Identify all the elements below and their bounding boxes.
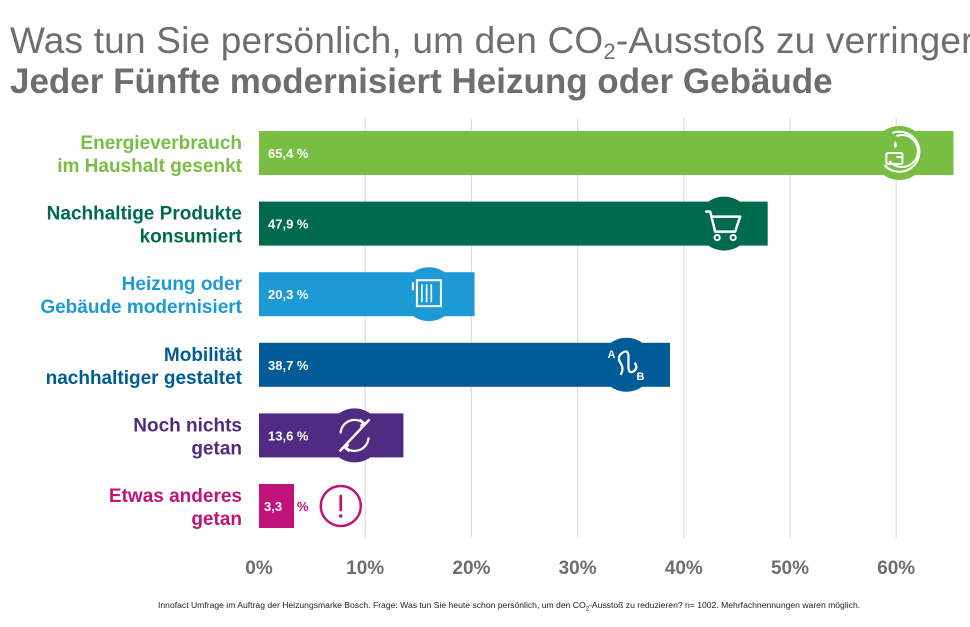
bar-value-label: 3,3: [264, 499, 282, 514]
bar-value-label: 47,9 %: [268, 217, 309, 232]
x-tick-label: 50%: [771, 558, 809, 579]
bar-value-unit: %: [297, 499, 309, 514]
x-tick-label: 40%: [665, 558, 703, 579]
category-label: Energieverbrauch im Haushalt gesenkt: [57, 133, 242, 177]
x-tick-label: 10%: [346, 558, 384, 579]
x-tick-label: 60%: [877, 558, 915, 579]
shopping-cart-icon: [697, 196, 752, 251]
category-label: Etwas anderes getan: [109, 486, 242, 530]
category-label: Nachhaltige Produkte konsumiert: [47, 204, 243, 248]
chart-subtitle: Jeder Fünfte modernisiert Heizung oder G…: [10, 62, 833, 101]
bar-value-label: 38,7 %: [268, 358, 309, 373]
x-tick-label: 30%: [559, 558, 597, 579]
water-energy-icon: [872, 126, 927, 180]
bar: [259, 484, 295, 528]
category-label: Mobilität nachhaltiger gestaltet: [46, 345, 243, 389]
radiator-icon: [401, 267, 456, 322]
x-tick-label: 0%: [245, 558, 273, 579]
svg-text:A: A: [607, 349, 615, 361]
bar: [259, 201, 768, 246]
bar: [259, 131, 954, 175]
bar-value-label: 13,6 %: [268, 428, 309, 443]
exclamation-icon: [319, 484, 363, 528]
bar-value-label: 20,3 %: [268, 287, 309, 302]
svg-text:B: B: [636, 371, 644, 383]
category-label: Noch nichts getan: [133, 415, 242, 459]
bar-value-label: 65,4 %: [268, 146, 309, 161]
no-change-icon: [327, 408, 382, 463]
chart-title: Was tun Sie persönlich, um den CO2-Ausst…: [10, 20, 970, 64]
footnote: Innofact Umfrage im Auftrag der Heizungs…: [158, 600, 861, 613]
category-label: Heizung oder Gebäude modernisiert: [40, 274, 242, 318]
route-a-b-icon: AB: [599, 337, 654, 392]
x-tick-label: 20%: [452, 558, 490, 579]
